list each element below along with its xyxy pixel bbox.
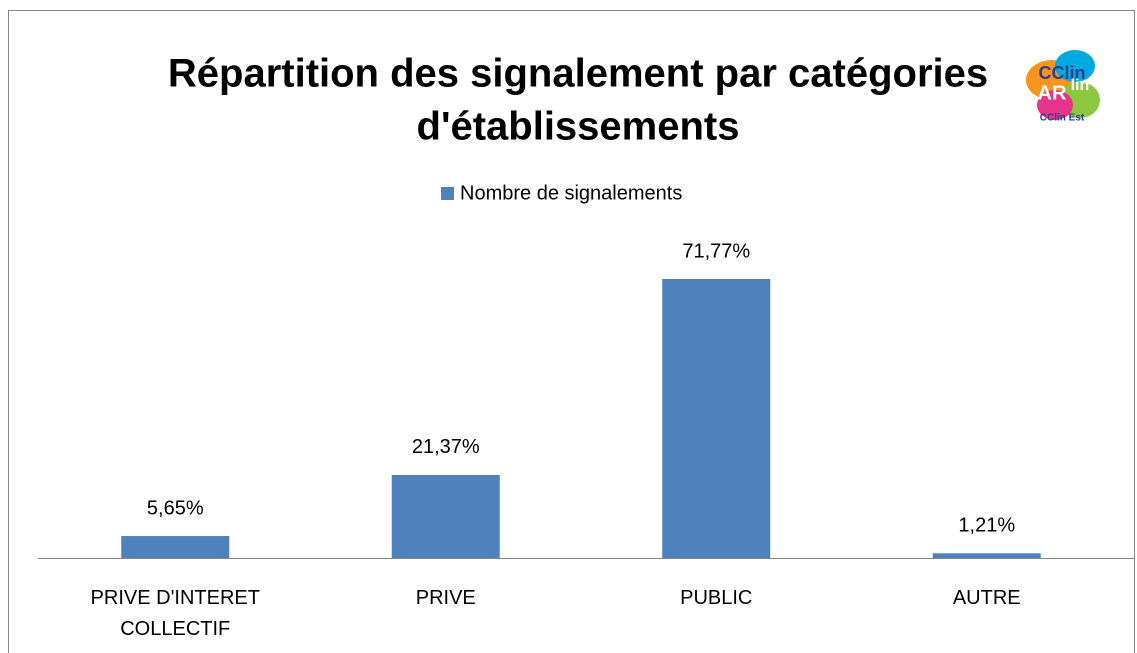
x-tick-label: PRIVE [415,587,476,609]
chart-title: Répartition des signalement par catégori… [168,52,988,96]
x-tick-label: AUTRE [952,587,1021,609]
legend-label: Nombre de signalements [460,182,682,204]
logo-text: CClin Est [1040,113,1085,124]
logo-text: lin [1071,77,1090,94]
chart-title: d'établissements [417,105,740,149]
logo-text: CClin [1039,63,1086,83]
bar [121,536,230,558]
logo-text: AR [1038,82,1067,104]
logo: CClin AR lin CClin Est [1026,50,1100,124]
value-label: 71,77% [682,240,750,262]
logo-shape [1055,50,1095,82]
logo-shape [1037,90,1073,120]
legend-swatch [441,187,454,200]
x-tick-label: PRIVE D'INTERET COLLECTIF [90,587,260,640]
value-label: 5,65% [147,497,204,519]
bar [932,553,1041,558]
x-tick-label: PUBLIC [680,587,753,609]
value-label: 21,37% [412,436,480,458]
bar [662,279,771,558]
bar [391,474,500,558]
value-label: 1,21% [958,515,1015,537]
